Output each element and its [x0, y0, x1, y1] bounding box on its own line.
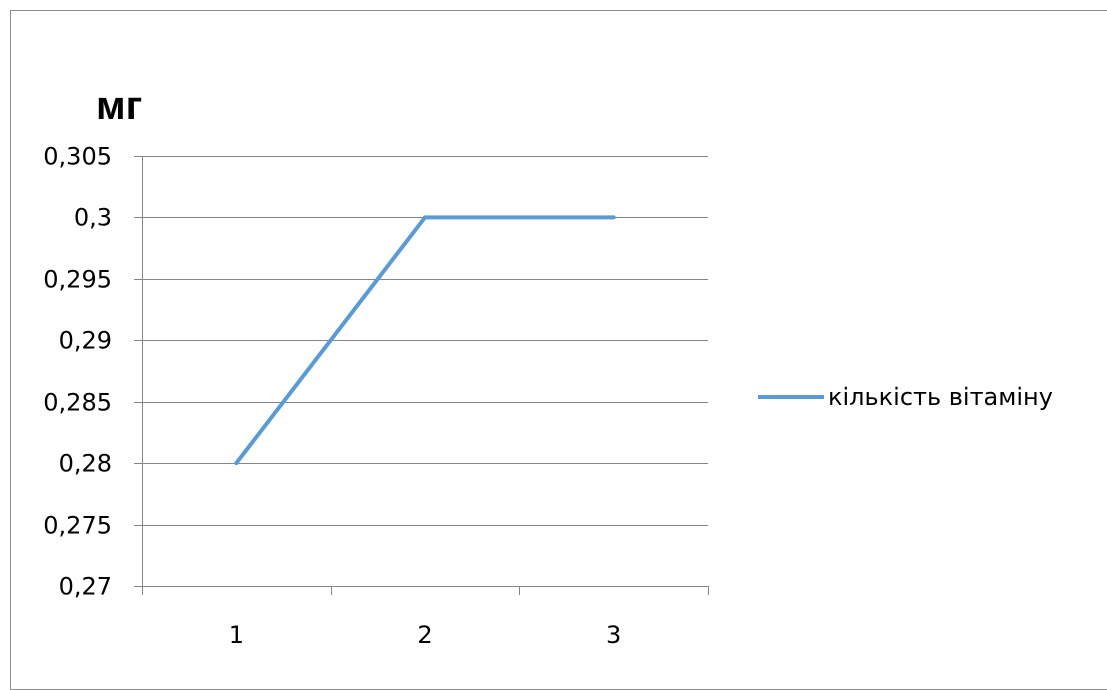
y-tick-label: 0,29 [59, 327, 112, 355]
y-tick-label: 0,275 [43, 512, 112, 540]
chart-frame [10, 10, 1107, 690]
y-tick-label: 0,28 [59, 450, 112, 478]
y-tick-label: 0,27 [59, 573, 112, 601]
data-point [611, 215, 616, 220]
legend: кількість вітаміну [758, 382, 1053, 412]
y-axis-label: мг [96, 84, 143, 128]
y-tick-label: 0,295 [43, 266, 112, 294]
legend-label: кількість вітаміну [828, 383, 1053, 411]
legend-swatch [758, 395, 824, 399]
x-tick-label: 2 [417, 621, 432, 649]
line-chart: 0,27 0,275 0,28 0,285 0,29 0,295 0,3 0,305 1 2 3 [43, 143, 709, 649]
y-tick-label: 0,285 [43, 389, 112, 417]
x-tick-label: 3 [606, 621, 621, 649]
x-tick-label: 1 [229, 621, 244, 649]
data-point [423, 215, 427, 220]
data-point [234, 461, 239, 466]
y-tick-label: 0,3 [74, 204, 112, 232]
y-tick-label: 0,305 [43, 143, 112, 171]
